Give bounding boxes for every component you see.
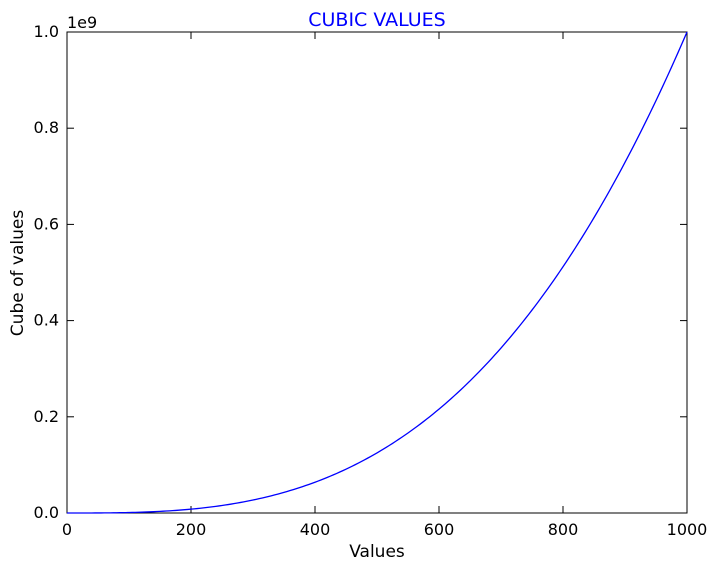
x-tick-label: 0 xyxy=(62,520,72,539)
y-tick-label: 0.6 xyxy=(34,214,59,233)
y-tick-label: 0.2 xyxy=(34,407,59,426)
y-tick-label: 0.0 xyxy=(34,503,59,522)
x-tick-label: 400 xyxy=(300,520,331,539)
y-tick-label: 0.4 xyxy=(34,311,59,330)
y-axis-offset-label: 1e9 xyxy=(67,13,97,32)
x-axis-tick-labels: 0 200 400 600 800 1000 xyxy=(62,520,707,539)
y-tick-label: 1.0 xyxy=(34,22,59,41)
x-axis-ticks xyxy=(66,32,688,513)
x-tick-label: 600 xyxy=(424,520,455,539)
y-tick-label: 0.8 xyxy=(34,118,59,137)
x-tick-label: 200 xyxy=(176,520,207,539)
chart-title: CUBIC VALUES xyxy=(308,9,446,31)
x-tick-label: 1000 xyxy=(667,520,708,539)
plot-frame xyxy=(66,31,688,514)
series-line xyxy=(67,31,688,514)
x-axis-label: Values xyxy=(349,542,405,562)
y-axis-label: Cube of values xyxy=(8,210,28,337)
y-axis-ticks xyxy=(67,31,687,514)
y-axis-tick-labels: 0.0 0.2 0.4 0.6 0.8 1.0 xyxy=(34,22,59,522)
x-tick-label: 800 xyxy=(548,520,579,539)
